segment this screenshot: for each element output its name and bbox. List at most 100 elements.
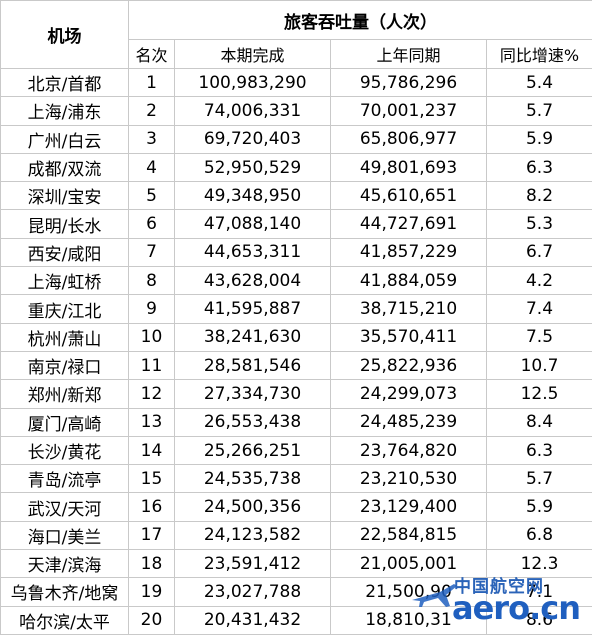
header-rank: 名次 xyxy=(129,40,175,69)
cell-growth: 7.4 xyxy=(487,295,592,323)
cell-growth: 8.2 xyxy=(487,182,592,210)
cell-last-year: 24,299,073 xyxy=(331,380,487,408)
cell-last-year: 23,129,400 xyxy=(331,493,487,521)
cell-rank: 12 xyxy=(129,380,175,408)
cell-last-year: 38,715,210 xyxy=(331,295,487,323)
cell-current: 25,266,251 xyxy=(175,436,331,464)
cell-last-year: 44,727,691 xyxy=(331,210,487,238)
header-last-year: 上年同期 xyxy=(331,40,487,69)
cell-airport: 海口/美兰 xyxy=(1,521,129,549)
cell-growth: 5.7 xyxy=(487,465,592,493)
cell-rank: 6 xyxy=(129,210,175,238)
cell-current: 41,595,887 xyxy=(175,295,331,323)
cell-last-year: 70,001,237 xyxy=(331,97,487,125)
cell-growth: 6.8 xyxy=(487,521,592,549)
cell-rank: 13 xyxy=(129,408,175,436)
cell-airport: 厦门/高崎 xyxy=(1,408,129,436)
cell-growth: 8.4 xyxy=(487,408,592,436)
cell-rank: 14 xyxy=(129,436,175,464)
cell-current: 24,123,582 xyxy=(175,521,331,549)
cell-airport: 哈尔滨/太平 xyxy=(1,606,129,634)
cell-current: 69,720,403 xyxy=(175,125,331,153)
cell-rank: 4 xyxy=(129,153,175,181)
cell-airport: 上海/虹桥 xyxy=(1,267,129,295)
cell-airport: 天津/滨海 xyxy=(1,550,129,578)
cell-growth: 12.5 xyxy=(487,380,592,408)
cell-last-year: 25,822,936 xyxy=(331,351,487,379)
cell-last-year: 41,857,229 xyxy=(331,238,487,266)
cell-growth: 10.7 xyxy=(487,351,592,379)
cell-rank: 19 xyxy=(129,578,175,606)
cell-growth: 5.7 xyxy=(487,97,592,125)
cell-current: 23,027,788 xyxy=(175,578,331,606)
cell-growth: 4.2 xyxy=(487,267,592,295)
cell-last-year: 21,005,001 xyxy=(331,550,487,578)
cell-airport: 广州/白云 xyxy=(1,125,129,153)
cell-current: 74,006,331 xyxy=(175,97,331,125)
cell-airport: 南京/禄口 xyxy=(1,351,129,379)
cell-airport: 郑州/新郑 xyxy=(1,380,129,408)
cell-growth: 6.7 xyxy=(487,238,592,266)
cell-last-year: 21,500,90 xyxy=(331,578,487,606)
cell-current: 43,628,004 xyxy=(175,267,331,295)
cell-growth: 7.1 xyxy=(487,578,592,606)
cell-rank: 16 xyxy=(129,493,175,521)
cell-airport: 武汉/天河 xyxy=(1,493,129,521)
cell-current: 47,088,140 xyxy=(175,210,331,238)
cell-rank: 18 xyxy=(129,550,175,578)
cell-last-year: 45,610,651 xyxy=(331,182,487,210)
cell-growth: 6.3 xyxy=(487,153,592,181)
cell-last-year: 35,570,411 xyxy=(331,323,487,351)
cell-current: 26,553,438 xyxy=(175,408,331,436)
cell-last-year: 24,485,239 xyxy=(331,408,487,436)
cell-rank: 10 xyxy=(129,323,175,351)
cell-last-year: 65,806,977 xyxy=(331,125,487,153)
cell-airport: 西安/咸阳 xyxy=(1,238,129,266)
cell-growth: 5.9 xyxy=(487,493,592,521)
cell-growth: 7.5 xyxy=(487,323,592,351)
cell-rank: 3 xyxy=(129,125,175,153)
cell-growth: 12.3 xyxy=(487,550,592,578)
cell-current: 23,591,412 xyxy=(175,550,331,578)
cell-airport: 上海/浦东 xyxy=(1,97,129,125)
header-airport: 机场 xyxy=(1,1,129,69)
cell-current: 44,653,311 xyxy=(175,238,331,266)
cell-rank: 9 xyxy=(129,295,175,323)
cell-current: 24,500,356 xyxy=(175,493,331,521)
cell-rank: 2 xyxy=(129,97,175,125)
cell-airport: 北京/首都 xyxy=(1,69,129,97)
cell-last-year: 23,764,820 xyxy=(331,436,487,464)
header-current: 本期完成 xyxy=(175,40,331,69)
cell-rank: 5 xyxy=(129,182,175,210)
cell-airport: 昆明/长水 xyxy=(1,210,129,238)
cell-airport: 深圳/宝安 xyxy=(1,182,129,210)
cell-airport: 成都/双流 xyxy=(1,153,129,181)
cell-airport: 青岛/流亭 xyxy=(1,465,129,493)
cell-current: 49,348,950 xyxy=(175,182,331,210)
cell-last-year: 18,810,31 xyxy=(331,606,487,634)
cell-current: 52,950,529 xyxy=(175,153,331,181)
cell-airport: 重庆/江北 xyxy=(1,295,129,323)
cell-growth: 8.6 xyxy=(487,606,592,634)
cell-rank: 17 xyxy=(129,521,175,549)
cell-rank: 8 xyxy=(129,267,175,295)
